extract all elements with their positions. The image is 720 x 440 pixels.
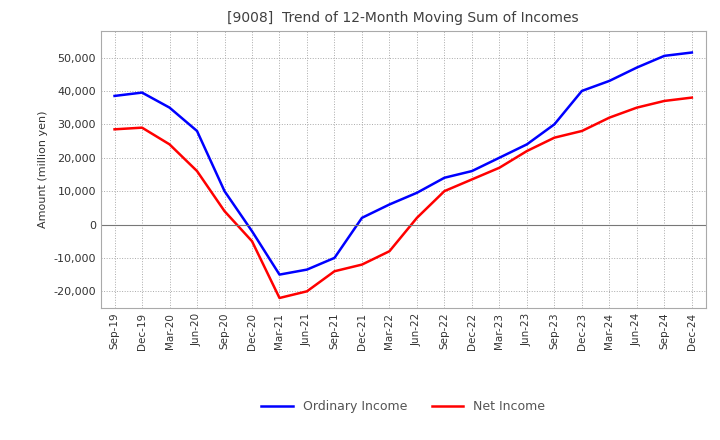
Ordinary Income (110, 93, 119, 99)
Ordinary Income (688, 50, 696, 55)
Net Income (302, 289, 311, 294)
Ordinary Income (440, 175, 449, 180)
Ordinary Income (577, 88, 586, 94)
Title: [9008]  Trend of 12-Month Moving Sum of Incomes: [9008] Trend of 12-Month Moving Sum of I… (228, 11, 579, 26)
Net Income (193, 169, 202, 174)
Ordinary Income (605, 78, 613, 84)
Line: Ordinary Income: Ordinary Income (114, 52, 692, 275)
Net Income (577, 128, 586, 134)
Ordinary Income (330, 255, 339, 260)
Ordinary Income (248, 228, 256, 234)
Y-axis label: Amount (million yen): Amount (million yen) (37, 110, 48, 228)
Legend: Ordinary Income, Net Income: Ordinary Income, Net Income (256, 395, 550, 418)
Net Income (495, 165, 504, 170)
Net Income (660, 98, 669, 103)
Net Income (605, 115, 613, 120)
Net Income (385, 249, 394, 254)
Net Income (688, 95, 696, 100)
Net Income (523, 148, 531, 154)
Ordinary Income (660, 53, 669, 59)
Ordinary Income (523, 142, 531, 147)
Net Income (550, 135, 559, 140)
Net Income (467, 177, 476, 182)
Ordinary Income (467, 169, 476, 174)
Ordinary Income (385, 202, 394, 207)
Ordinary Income (275, 272, 284, 277)
Ordinary Income (193, 128, 202, 134)
Net Income (110, 127, 119, 132)
Ordinary Income (413, 190, 421, 195)
Ordinary Income (550, 122, 559, 127)
Net Income (633, 105, 642, 110)
Ordinary Income (220, 188, 229, 194)
Net Income (358, 262, 366, 267)
Net Income (440, 188, 449, 194)
Net Income (248, 238, 256, 244)
Ordinary Income (138, 90, 146, 95)
Ordinary Income (165, 105, 174, 110)
Net Income (220, 209, 229, 214)
Net Income (413, 215, 421, 220)
Ordinary Income (633, 65, 642, 70)
Net Income (138, 125, 146, 130)
Net Income (165, 142, 174, 147)
Ordinary Income (302, 267, 311, 272)
Ordinary Income (358, 215, 366, 220)
Net Income (275, 295, 284, 301)
Net Income (330, 269, 339, 274)
Line: Net Income: Net Income (114, 98, 692, 298)
Ordinary Income (495, 155, 504, 160)
